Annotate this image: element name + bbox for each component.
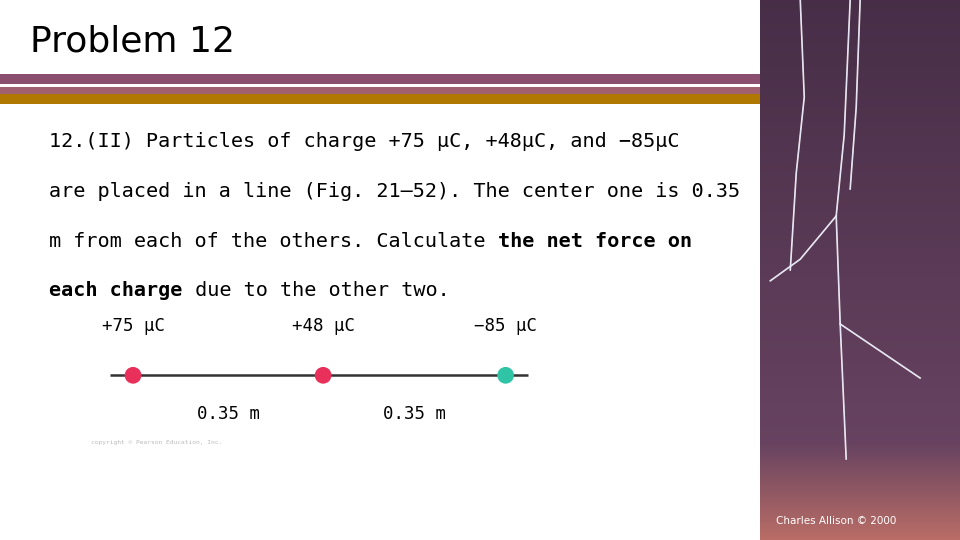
Text: −85 μC: −85 μC <box>474 317 537 335</box>
Text: due to the other two.: due to the other two. <box>182 281 449 300</box>
Bar <box>0 94 760 104</box>
Text: the net force on: the net force on <box>498 232 692 251</box>
Text: 0.35 m: 0.35 m <box>383 405 445 423</box>
Bar <box>0 87 760 94</box>
Text: are placed in a line (Fig. 21–52). The center one is 0.35: are placed in a line (Fig. 21–52). The c… <box>49 182 740 201</box>
Text: +48 μC: +48 μC <box>292 317 354 335</box>
Bar <box>0 74 760 84</box>
Text: +75 μC: +75 μC <box>102 317 164 335</box>
Text: each charge: each charge <box>49 281 182 300</box>
Ellipse shape <box>315 367 331 383</box>
Text: 12.(II) Particles of charge +75 μC, +48μC, and −85μC: 12.(II) Particles of charge +75 μC, +48μ… <box>49 132 680 151</box>
Text: m from each of the others. Calculate: m from each of the others. Calculate <box>49 232 498 251</box>
Text: 0.35 m: 0.35 m <box>197 405 259 423</box>
Ellipse shape <box>125 367 141 383</box>
Text: Charles Allison © 2000: Charles Allison © 2000 <box>777 516 897 526</box>
Text: copyright © Pearson Education, Inc.: copyright © Pearson Education, Inc. <box>91 440 223 445</box>
Text: Problem 12: Problem 12 <box>31 24 235 58</box>
Ellipse shape <box>497 367 514 383</box>
